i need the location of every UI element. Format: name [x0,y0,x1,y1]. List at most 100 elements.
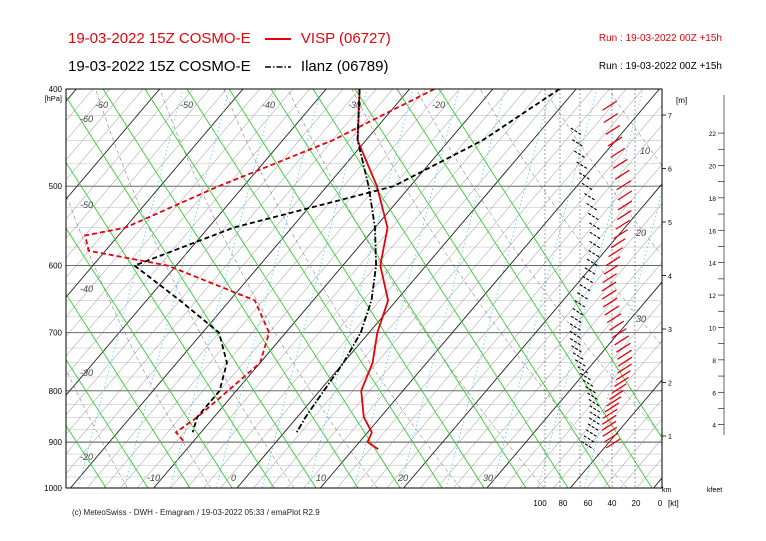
ilanz-legend-line [264,66,291,68]
height-tick-label: 4 [668,274,672,281]
wind-barb-ilanz [576,291,588,300]
moist-adiabat [0,89,64,488]
wind-barb-visp [617,363,632,374]
wind-barb-visp [602,408,618,419]
wind-barb-visp [606,313,622,324]
wind-barb-visp [609,320,625,331]
ilanz-station-name: Ilanz (06789) [300,58,389,75]
wind-barb-visp [616,210,632,221]
kfeet-tick-label: 22 [709,131,717,138]
wind-tick-label: 0 [658,499,663,508]
moist-adiabat [270,89,527,488]
pressure-unit-label: [hPa] [44,94,62,103]
height-tick-label: 3 [668,327,672,334]
isotherm-label-bottom: 10 [316,473,326,483]
mixing-ratio-line [399,89,506,488]
kfeet-tick-label: 8 [712,358,716,365]
dry-adiabat [479,89,662,346]
wind-barb-ilanz [574,358,586,367]
wind-barb-visp [601,289,617,300]
isotherm-line [66,89,244,298]
wind-barb-visp [611,328,627,339]
wind-barb-ilanz [580,182,593,191]
plot-frame [65,88,663,489]
isotherm-line [270,89,610,488]
kfeet-tick-label: 12 [709,293,717,300]
wind-barb-ilanz [570,344,582,353]
dry-adiabat [415,89,662,436]
moist-adiabat [102,89,359,488]
height-axis-label: km [662,487,672,494]
wind-barb-visp [614,169,630,180]
isotherm-line [70,89,410,488]
wind-barb-ilanz [582,434,595,443]
dry-adiabat [95,89,295,488]
isotherm-line [153,89,494,488]
wind-tick-label: 80 [559,499,568,508]
isotherm-label-bottom: 30 [483,473,493,483]
isotherm-line [569,379,662,488]
wind-barb-visp [615,219,631,230]
isotherm-line [66,89,277,337]
wind-barb-visp [613,229,628,240]
wind-barb-ilanz [583,192,595,201]
height-tick-label: 7 [668,113,672,120]
isotherm-line [536,340,662,488]
wind-barb-ilanz [586,391,598,400]
wind-barb-visp [610,238,626,249]
moist-adiabat [186,89,443,488]
wind-barb-ilanz [569,315,582,324]
wind-barb-visp [603,264,619,275]
isotherm-line [103,89,444,488]
isotherm-line [0,89,43,488]
isotherm-label-bottom: -10 [147,473,160,483]
isotherm-line [66,89,77,102]
wind-barb-ilanz [568,330,581,339]
kfeet-tick-label: 10 [709,325,717,332]
pressure-tick-label: 700 [49,329,63,338]
isotherm-line [253,89,593,488]
isotherm-line [66,89,194,239]
isotherm-label-left: -30 [80,368,93,378]
moist-adiabat [228,89,485,488]
isotherm-line [370,144,662,488]
wind-barb-ilanz [586,422,599,431]
wind-barb-visp [604,305,620,316]
isotherm-label-top: -30 [348,100,361,110]
dry-adiabat [737,89,766,488]
wind-barb-visp [605,124,621,135]
wind-barb-ilanz [578,171,590,180]
wind-barb-ilanz [579,372,591,381]
isotherm-label-left: -20 [80,452,93,462]
moist-adiabat [66,293,191,488]
wind-barb-visp [617,349,632,360]
moist-adiabat [144,89,401,488]
dry-adiabat [223,89,461,488]
isotherm-line [120,89,460,488]
isotherm-line [586,399,662,488]
wind-barb-ilanz [568,322,581,331]
moist-adiabat [0,89,22,488]
wind-barb-ilanz [571,307,584,316]
wind-barb-ilanz [571,351,584,360]
mixing-ratio-line [537,89,644,488]
wind-barb-ilanz [583,266,596,275]
isotherm-label-right: 10 [640,146,650,156]
wind-barb-visp [616,180,632,191]
wind-barb-ilanz [581,378,594,387]
isotherm-label-top: -20 [432,100,445,110]
height-tick-label: 1 [668,434,672,441]
wind-axis-label: [kt] [668,499,679,508]
wind-barb-visp [602,426,618,437]
isotherm-line [520,320,662,488]
copyright-footer: (c) MeteoSwiss - DWH - Emagram / 19-03-2… [72,508,320,517]
kfeet-tick-label: 18 [709,196,717,203]
wind-barb-ilanz [581,275,593,284]
visp-header: 19-03-2022 15Z COSMO-E VISP (06727) [68,30,391,47]
wind-barb-ilanz [587,249,600,258]
wind-barb-visp [602,273,618,284]
wind-tick-label: 40 [608,499,617,508]
moist-adiabat [354,89,611,488]
isotherm-line [553,360,662,488]
isotherm-label-top: -40 [262,100,275,110]
